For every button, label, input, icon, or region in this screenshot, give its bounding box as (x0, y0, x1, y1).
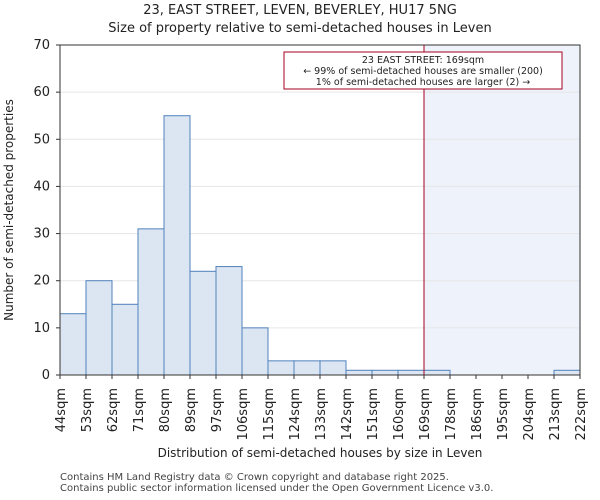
x-tick-label: 53sqm (80, 388, 95, 432)
x-tick-label: 124sqm (288, 388, 303, 441)
x-tick-label: 71sqm (132, 388, 147, 432)
bar (137, 228, 165, 376)
y-tick-label: 70 (33, 38, 50, 53)
bar (397, 369, 425, 376)
x-tick-label: 160sqm (392, 388, 407, 441)
bar (345, 369, 373, 376)
bar (163, 115, 191, 376)
bar (85, 280, 113, 376)
annotation-text: ← 99% of semi-detached houses are smalle… (303, 66, 543, 77)
annotation-text: 1% of semi-detached houses are larger (2… (316, 77, 530, 88)
bar (215, 266, 243, 376)
bar (59, 313, 87, 376)
x-tick-label: 62sqm (106, 388, 121, 432)
x-tick-label: 97sqm (210, 388, 225, 432)
bar (553, 369, 581, 376)
chart-title: 23, EAST STREET, LEVEN, BEVERLEY, HU17 5… (143, 3, 457, 18)
x-tick-label: 178sqm (444, 388, 459, 441)
x-tick-label: 80sqm (158, 388, 173, 432)
footer-copyright: Contains HM Land Registry data © Crown c… (60, 472, 449, 483)
x-tick-label: 169sqm (418, 388, 433, 441)
bar (371, 369, 399, 376)
footer-licence: Contains public sector information licen… (60, 483, 494, 494)
highlight-region (424, 45, 580, 375)
x-tick-label: 222sqm (574, 388, 589, 441)
x-tick-label: 44sqm (54, 388, 69, 432)
bar (241, 327, 269, 376)
x-tick-label: 151sqm (366, 388, 381, 441)
y-axis-label: Number of semi-detached properties (2, 99, 16, 321)
x-axis-label: Distribution of semi-detached houses by … (158, 446, 483, 460)
y-tick-label: 60 (33, 85, 50, 100)
bar (423, 369, 451, 376)
x-tick-label: 89sqm (184, 388, 199, 432)
bar (189, 270, 217, 376)
y-tick-label: 10 (33, 321, 50, 336)
x-tick-label: 106sqm (236, 388, 251, 441)
bar (267, 360, 295, 376)
histogram-chart: 0 10 20 30 40 50 60 70 44sqm 53sqm 62sqm 71sqm 80sqm… (2, 38, 589, 460)
y-tick-label: 40 (33, 179, 50, 194)
x-tick-label: 142sqm (340, 388, 355, 441)
x-tick-label: 195sqm (496, 388, 511, 441)
x-tick-label: 213sqm (548, 388, 563, 441)
bar (111, 303, 139, 376)
bar (293, 360, 321, 376)
annotation-box (283, 51, 563, 90)
annotation-text: 23 EAST STREET: 169sqm (362, 55, 484, 66)
y-tick-label: 0 (42, 368, 50, 383)
x-tick-label: 204sqm (522, 388, 537, 441)
x-tick-label: 115sqm (262, 388, 277, 441)
y-tick-label: 30 (33, 227, 50, 242)
bar (319, 360, 347, 376)
x-tick-label: 133sqm (314, 388, 329, 441)
y-tick-label: 20 (33, 274, 50, 289)
y-tick-label: 50 (33, 132, 50, 147)
chart-subtitle: Size of property relative to semi-detach… (108, 21, 492, 36)
x-tick-label: 186sqm (470, 388, 485, 441)
